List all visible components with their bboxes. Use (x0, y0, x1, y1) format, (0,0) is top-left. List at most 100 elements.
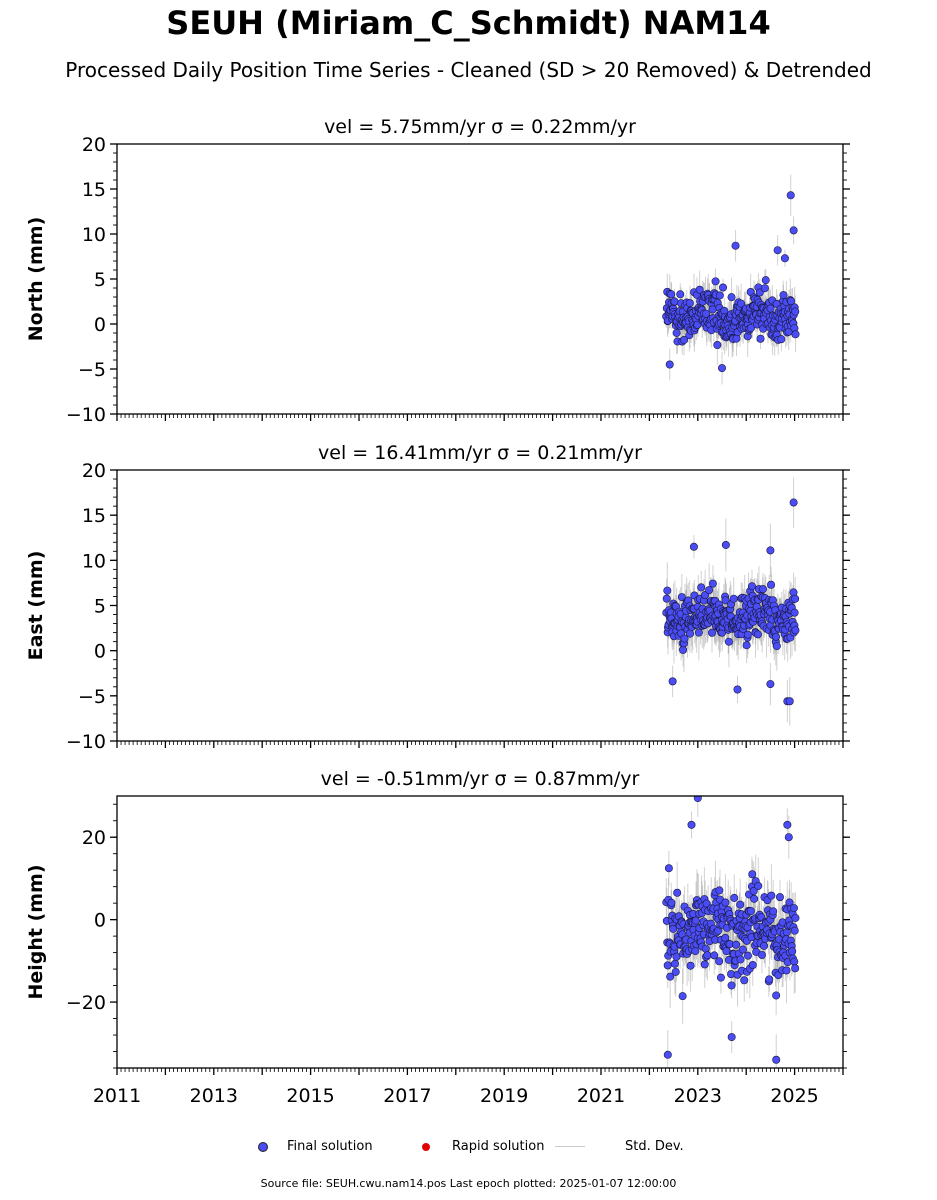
data-point (732, 334, 741, 343)
data-point (783, 820, 792, 829)
data-point (715, 886, 724, 895)
data-point (673, 888, 682, 897)
chart-subtitle: Processed Daily Position Time Series - C… (65, 58, 872, 82)
data-point (769, 907, 778, 916)
data-points-east (662, 498, 800, 706)
data-point (750, 894, 759, 903)
data-point (693, 796, 702, 803)
data-point (766, 304, 775, 313)
data-point (732, 940, 741, 949)
data-point (790, 957, 799, 966)
y-tick-label: −10 (66, 731, 106, 753)
data-point (691, 947, 700, 956)
data-point (669, 924, 678, 933)
data-point (663, 586, 672, 595)
x-tick-label: 2015 (286, 1085, 334, 1107)
legend-rapid-label: Rapid solution (452, 1139, 545, 1154)
data-point (736, 955, 745, 964)
data-point (727, 1033, 736, 1042)
x-tick-label: 2019 (480, 1085, 528, 1107)
data-point (789, 904, 798, 913)
data-point (663, 961, 672, 970)
data-point (785, 697, 794, 706)
std-dev-bars-north (665, 174, 797, 385)
data-point (775, 893, 784, 902)
legend-item-final: Final solution (254, 1136, 404, 1158)
data-point (678, 992, 687, 1001)
data-point (703, 951, 712, 960)
data-point (667, 290, 676, 299)
data-point (749, 887, 758, 896)
std-dev-line-icon (555, 1146, 585, 1147)
data-point (670, 297, 679, 306)
data-point (664, 864, 673, 873)
data-point (711, 277, 720, 286)
data-points-north (662, 191, 800, 373)
y-tick-label: 5 (94, 269, 106, 291)
data-point (773, 246, 782, 255)
data-point (668, 677, 677, 686)
data-point (724, 637, 733, 646)
data-point (742, 641, 751, 650)
x-tick-label: 2013 (190, 1085, 238, 1107)
data-point (721, 933, 730, 942)
data-point (686, 629, 695, 638)
data-point (715, 291, 724, 300)
data-point (791, 330, 800, 339)
y-tick-label: 15 (82, 505, 106, 527)
data-layer-height (662, 796, 800, 1068)
data-point (791, 964, 800, 973)
data-point (670, 959, 679, 968)
data-point (772, 642, 781, 651)
data-point (691, 916, 700, 925)
data-point (782, 966, 791, 975)
data-point (746, 907, 755, 916)
data-point (665, 360, 674, 369)
data-point (765, 975, 774, 984)
data-points-height (662, 796, 800, 1064)
y-tick-label: 5 (94, 596, 106, 618)
data-point (716, 973, 725, 982)
x-tick-label: 2011 (93, 1085, 141, 1107)
data-point (715, 957, 724, 966)
data-point (694, 628, 703, 637)
data-point (747, 582, 756, 591)
axes-frame-north (116, 143, 844, 415)
data-point (687, 820, 696, 829)
data-point (667, 898, 676, 907)
data-point (777, 335, 786, 344)
x-tick-label: 2017 (383, 1085, 431, 1107)
final-solution-marker-icon (258, 1142, 268, 1152)
data-point (662, 594, 671, 603)
data-point (767, 580, 776, 589)
panel-title-east: vel = 16.41mm/yr σ = 0.21mm/yr (318, 442, 642, 464)
panel-title-height: vel = -0.51mm/yr σ = 0.87mm/yr (321, 768, 640, 790)
x-tick-label: 2021 (577, 1085, 625, 1107)
data-point (791, 913, 800, 922)
data-point (780, 254, 789, 263)
data-point (663, 1050, 672, 1059)
data-point (791, 307, 800, 316)
data-point (680, 634, 689, 643)
data-point (759, 585, 768, 594)
legend-item-std: Std. Dev. (555, 1136, 705, 1158)
x-tick-label: 2023 (674, 1085, 722, 1107)
legend-std-label: Std. Dev. (625, 1139, 684, 1154)
data-point (790, 926, 799, 935)
data-point (786, 191, 795, 200)
data-point (791, 626, 800, 635)
data-point (755, 288, 764, 297)
data-point (743, 630, 752, 639)
y-tick-label: −10 (66, 404, 106, 426)
y-tick-label: −5 (78, 359, 106, 381)
source-footer: Source file: SEUH.cwu.nam14.pos Last epo… (260, 1177, 677, 1190)
data-point (702, 899, 711, 908)
data-point (676, 290, 685, 299)
data-point (701, 944, 710, 953)
data-point (671, 967, 680, 976)
data-point (700, 960, 709, 969)
data-point (748, 960, 757, 969)
data-point (748, 870, 757, 879)
timeseries-chart: vel = 5.75mm/yr σ = 0.22mm/yr North (mm) −… (25, 116, 850, 1107)
data-point (767, 891, 776, 900)
